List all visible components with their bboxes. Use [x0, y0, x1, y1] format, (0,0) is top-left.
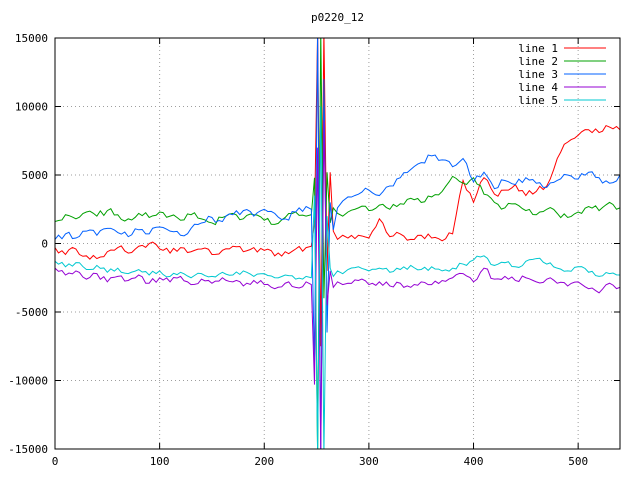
series-line-5 — [55, 106, 620, 449]
axis-labels: 0 100 200 300 400 500 -15000 -10000 -5000 0 5000 10… — [8, 32, 588, 468]
y-tick-label: 15000 — [15, 32, 48, 45]
legend-label: line 5 — [518, 94, 558, 107]
chart-title: p0220_12 — [311, 11, 364, 24]
series-lines — [55, 38, 620, 449]
y-tick-label: 10000 — [15, 101, 48, 114]
y-tick-label: -5000 — [15, 306, 48, 319]
x-tick-label: 300 — [359, 455, 379, 468]
legend-label: line 2 — [518, 55, 558, 68]
y-tick-label: 0 — [41, 238, 48, 251]
x-tick-label: 400 — [464, 455, 484, 468]
series-line-3 — [55, 38, 620, 449]
legend-label: line 3 — [518, 68, 558, 81]
series-line-4 — [55, 120, 620, 449]
x-tick-label: 200 — [254, 455, 274, 468]
legend-label: line 1 — [518, 42, 558, 55]
series-line-2 — [55, 38, 620, 449]
series-line-1 — [55, 38, 620, 347]
x-tick-label: 100 — [150, 455, 170, 468]
x-tick-label: 0 — [52, 455, 59, 468]
y-tick-label: -10000 — [8, 375, 48, 388]
y-tick-label: -15000 — [8, 443, 48, 456]
plot-border — [54, 37, 621, 450]
legend-label: line 4 — [518, 81, 558, 94]
x-tick-label: 500 — [568, 455, 588, 468]
y-tick-label: 5000 — [22, 169, 49, 182]
